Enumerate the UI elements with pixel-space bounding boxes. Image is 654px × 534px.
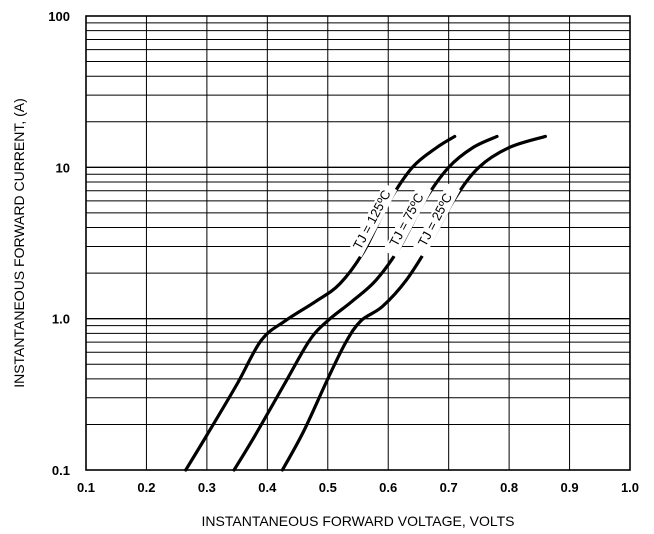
grid: [86, 16, 630, 470]
x-tick-label: 0.1: [77, 480, 95, 495]
curve-label-background: [382, 183, 432, 258]
x-tick-label: 0.4: [258, 480, 277, 495]
y-tick-label: 0.1: [52, 463, 70, 478]
x-tick-label: 0.9: [561, 480, 579, 495]
x-tick-label: 0.3: [198, 480, 216, 495]
x-tick-label: 0.5: [319, 480, 337, 495]
y-tick-labels: 0.1 1.0 10 100: [48, 9, 70, 478]
curve-label-background: [348, 183, 398, 258]
curve-tj-125c: [184, 134, 457, 472]
x-tick-label: 1.0: [621, 480, 639, 495]
curve-tj-75c: [232, 134, 499, 472]
x-tick-label: 0.6: [379, 480, 397, 495]
x-tick-labels: 0.1 0.2 0.3 0.4 0.5 0.6 0.7 0.8 0.9 1.0: [77, 480, 639, 495]
y-axis-title: INSTANTANEOUS FORWARD CURRENT, (A): [11, 98, 27, 388]
y-tick-label: 1.0: [52, 312, 70, 327]
x-tick-label: 0.2: [137, 480, 155, 495]
x-tick-label: 0.7: [440, 480, 458, 495]
y-tick-label: 10: [56, 160, 70, 175]
plot-frame: [85, 15, 631, 471]
x-axis-title: INSTANTANEOUS FORWARD VOLTAGE, VOLTS: [202, 513, 515, 529]
curve-tj-25c: [280, 134, 547, 472]
x-tick-label: 0.8: [500, 480, 518, 495]
curve-label-background: [411, 183, 461, 258]
y-tick-label: 100: [48, 9, 70, 24]
curves: [184, 134, 547, 472]
